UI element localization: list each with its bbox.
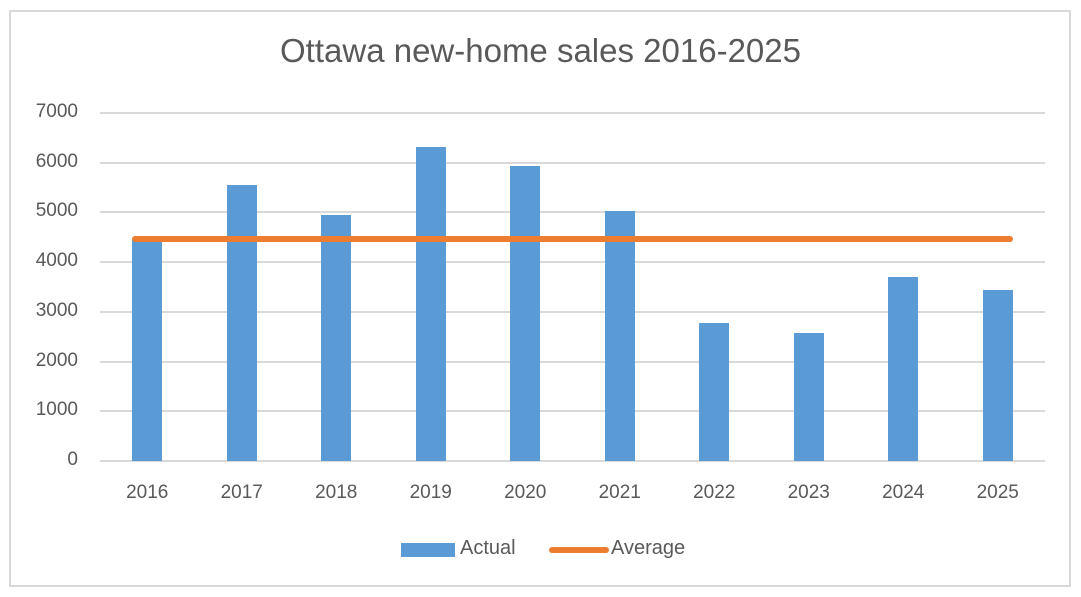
y-tick-label: 4000 <box>35 250 78 272</box>
bar-2021 <box>604 211 635 461</box>
x-tick-label: 2022 <box>693 482 736 503</box>
average-line <box>132 235 1013 242</box>
y-tick-label: 0 <box>67 449 78 470</box>
y-tick-label: 1000 <box>35 399 78 421</box>
x-tick-label: 2018 <box>315 482 358 503</box>
gridline <box>100 360 1045 363</box>
bar-2023 <box>793 332 824 461</box>
bar-2024 <box>888 276 919 461</box>
gridline <box>100 310 1045 313</box>
gridline <box>100 161 1045 164</box>
y-tick-label: 6000 <box>35 150 78 172</box>
plot-area <box>100 112 1045 462</box>
y-tick-label: 7000 <box>35 101 78 122</box>
legend-swatch-average <box>549 547 609 553</box>
gridline <box>100 410 1045 413</box>
y-tick-label: 5000 <box>35 200 78 222</box>
legend-label-actual: Actual <box>460 537 516 559</box>
x-tick-label: 2019 <box>409 482 452 503</box>
x-tick-label: 2025 <box>976 482 1019 503</box>
x-tick-label: 2020 <box>504 482 547 503</box>
legend: Actual Average <box>0 536 1081 562</box>
gridline <box>100 261 1045 264</box>
bar-2017 <box>226 185 257 461</box>
legend-swatch-actual <box>401 543 455 557</box>
x-tick-label: 2023 <box>787 482 830 503</box>
x-tick-label: 2017 <box>220 482 263 503</box>
bar-2018 <box>321 214 352 461</box>
x-tick-label: 2024 <box>882 482 925 503</box>
gridline <box>100 112 1045 114</box>
bar-2025 <box>982 290 1013 461</box>
x-tick-label: 2016 <box>126 482 169 503</box>
bar-2020 <box>510 166 541 461</box>
y-tick-label: 2000 <box>35 349 78 371</box>
legend-label-average: Average <box>611 537 686 559</box>
gridline <box>100 211 1045 214</box>
chart-title: Ottawa new-home sales 2016-2025 <box>280 32 801 69</box>
y-tick-label: 3000 <box>35 299 78 321</box>
gridline <box>100 460 1045 462</box>
x-tick-label: 2021 <box>598 482 641 503</box>
bar-2019 <box>415 146 446 461</box>
bar-2022 <box>699 322 730 461</box>
bar-2016 <box>132 239 163 461</box>
